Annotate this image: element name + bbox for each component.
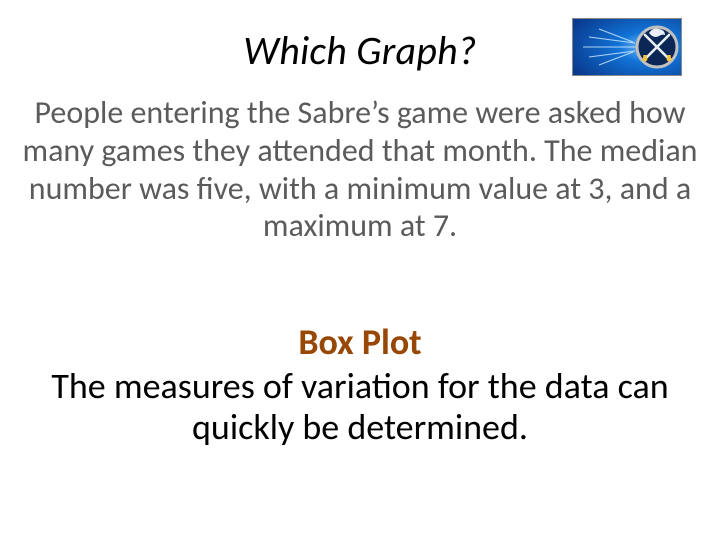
answer-title: Box Plot (0, 320, 720, 364)
sabres-logo (572, 18, 682, 76)
question-text: People entering the Sabre’s game were as… (22, 94, 698, 245)
slide: Which Graph? (0, 0, 720, 540)
answer-block: Box Plot The measures of variation for t… (0, 320, 720, 449)
answer-body: The measures of variation for the data c… (0, 366, 720, 449)
sabres-logo-svg (573, 19, 681, 75)
